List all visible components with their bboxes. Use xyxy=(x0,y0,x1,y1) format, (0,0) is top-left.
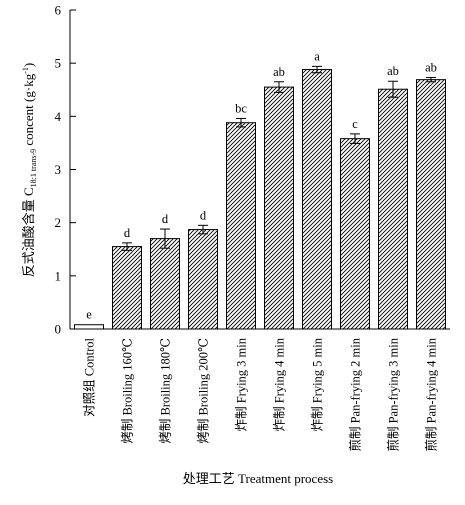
bar xyxy=(74,324,104,330)
significance-letter: e xyxy=(86,308,92,322)
category-label: 烤制 Broiling 180℃ xyxy=(158,338,173,444)
bar xyxy=(188,229,218,330)
y-axis-title-end: ) xyxy=(21,63,36,67)
category-label: 煎制 Pan-frying 4 min xyxy=(424,337,439,451)
category-label: 炸制 Frying 5 min xyxy=(311,337,325,431)
category-label: 煎制 Pan-frying 2 min xyxy=(348,337,363,451)
category-label: 烤制 Broiling 160℃ xyxy=(120,338,135,444)
bar xyxy=(302,69,332,330)
bar xyxy=(340,138,370,330)
y-tick-label: 1 xyxy=(55,268,62,283)
significance-letter: a xyxy=(314,49,320,63)
category-label: 炸制 Frying 4 min xyxy=(273,337,287,431)
bar xyxy=(416,79,446,330)
significance-letter: d xyxy=(124,226,131,240)
y-tick-label: 4 xyxy=(55,109,62,124)
category-label: 烤制 Broiling 200℃ xyxy=(196,338,211,444)
category-label: 炸制 Frying 3 min xyxy=(235,337,249,431)
y-axis-title-middle: concent (g·kg xyxy=(21,73,36,149)
bar xyxy=(226,122,256,330)
x-axis-title: 处理工艺 Treatment process xyxy=(183,471,333,486)
category-label: 煎制 Pan-frying 3 min xyxy=(386,337,401,451)
y-axis-title-superscript: -1 xyxy=(21,67,30,74)
significance-labels: e d d d bc ab a c ab ab xyxy=(86,49,437,321)
significance-letter: ab xyxy=(273,65,285,79)
y-axis-title: 反式油酸含量 C18:1 trans-9 concent (g·kg-1) xyxy=(21,63,38,277)
y-tick-label: 3 xyxy=(55,162,62,177)
category-labels: 对照组 Control 烤制 Broiling 160℃ 烤制 Broiling 1… xyxy=(83,337,439,451)
error-bars xyxy=(122,65,436,251)
y-tick-label: 2 xyxy=(55,215,62,230)
y-tick-label: 5 xyxy=(55,56,62,71)
y-axis-title-subscript: 18:1 trans-9 xyxy=(29,149,38,187)
significance-letter: ab xyxy=(425,61,437,75)
significance-letter: bc xyxy=(235,101,247,115)
category-label: 对照组 Control xyxy=(83,337,97,416)
y-axis-ticks: 0 1 2 3 4 5 6 xyxy=(55,3,76,337)
bars xyxy=(74,69,446,330)
significance-letter: d xyxy=(162,212,169,226)
bar xyxy=(264,86,294,330)
bar xyxy=(378,88,408,330)
y-tick-label: 0 xyxy=(55,322,62,337)
y-tick-label: 6 xyxy=(55,3,62,18)
bar xyxy=(112,246,142,330)
bar xyxy=(150,238,180,330)
significance-letter: ab xyxy=(387,64,399,78)
y-axis-title-main: 反式油酸含量 C xyxy=(21,187,36,277)
significance-letter: c xyxy=(352,117,358,131)
significance-letter: d xyxy=(200,208,207,222)
